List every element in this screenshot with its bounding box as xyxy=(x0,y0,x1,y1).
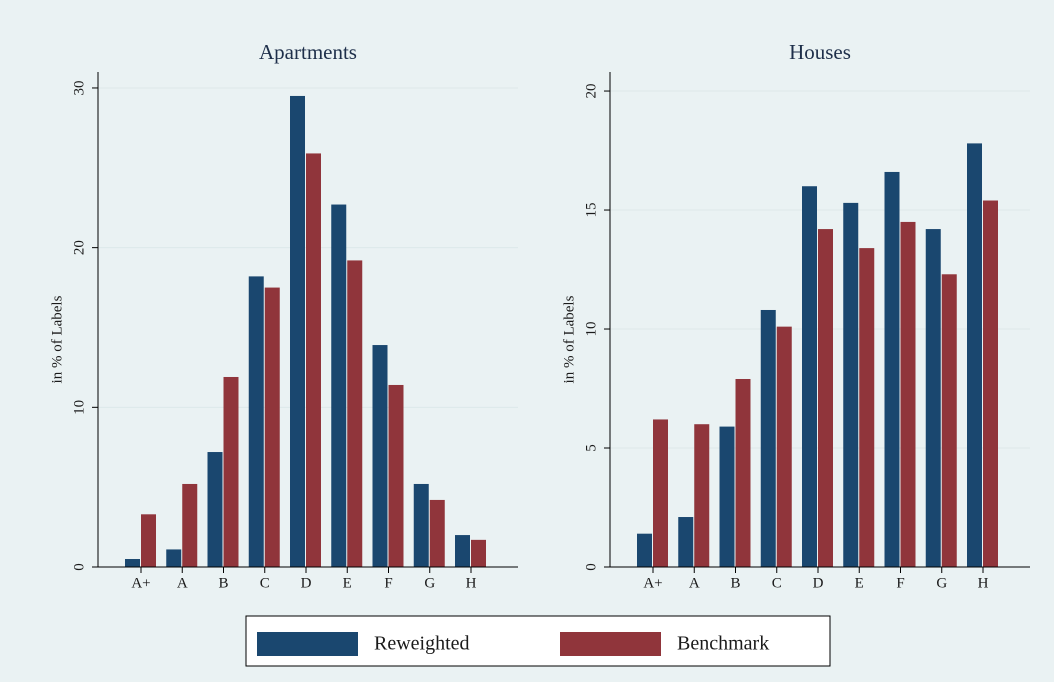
x-tick-label: A xyxy=(689,575,700,591)
x-tick-label: H xyxy=(466,575,477,591)
y-tick-label: 10 xyxy=(583,322,599,337)
x-tick-label: E xyxy=(855,575,864,591)
bar xyxy=(900,221,916,567)
bar xyxy=(967,143,982,567)
bar xyxy=(264,287,280,567)
y-tick-label: 20 xyxy=(583,84,599,99)
bar xyxy=(413,483,429,567)
bar xyxy=(884,171,900,568)
bar xyxy=(331,204,347,567)
bar xyxy=(125,559,140,567)
bar xyxy=(719,426,735,567)
x-tick-label: B xyxy=(218,575,228,591)
x-tick-label: E xyxy=(343,575,352,591)
y-tick-label: 15 xyxy=(583,203,599,218)
bar xyxy=(429,499,445,567)
bar xyxy=(694,424,710,567)
bar xyxy=(182,483,198,567)
bar xyxy=(372,345,388,567)
bar xyxy=(290,95,305,568)
bar xyxy=(248,276,264,567)
y-tick-label: 20 xyxy=(71,240,87,255)
x-tick-label: C xyxy=(260,575,270,591)
bar xyxy=(388,384,404,567)
y-tick-label: 0 xyxy=(71,563,87,571)
panel-title: Houses xyxy=(789,40,851,64)
bar xyxy=(859,248,875,567)
legend-label: Reweighted xyxy=(374,633,470,655)
x-tick-label: G xyxy=(936,575,947,591)
bar xyxy=(653,419,668,567)
x-tick-label: F xyxy=(384,575,392,591)
legend-key xyxy=(560,632,661,656)
bar xyxy=(983,200,998,567)
bar xyxy=(207,452,223,567)
bar xyxy=(455,535,470,567)
legend-label: Benchmark xyxy=(677,633,769,655)
x-tick-label: F xyxy=(896,575,904,591)
y-tick-label: 30 xyxy=(71,80,87,95)
x-tick-label: A+ xyxy=(131,575,150,591)
y-axis-label: in % of Labels xyxy=(561,295,577,383)
bar xyxy=(802,186,817,567)
x-tick-label: G xyxy=(424,575,435,591)
bar xyxy=(637,533,652,567)
x-tick-label: H xyxy=(978,575,989,591)
y-axis-label: in % of Labels xyxy=(49,295,65,383)
legend-key xyxy=(257,632,358,656)
panel-title: Apartments xyxy=(259,40,357,64)
bar xyxy=(306,153,321,567)
x-tick-label: C xyxy=(772,575,782,591)
bar xyxy=(166,549,182,567)
x-tick-label: A xyxy=(177,575,188,591)
x-tick-label: D xyxy=(813,575,824,591)
x-tick-label: D xyxy=(301,575,312,591)
bar xyxy=(223,376,239,567)
bar xyxy=(843,202,859,568)
bar xyxy=(776,326,792,567)
bar xyxy=(818,229,833,567)
bar xyxy=(735,378,751,567)
bar xyxy=(760,309,776,567)
bar xyxy=(941,274,957,567)
x-tick-label: B xyxy=(730,575,740,591)
bar xyxy=(347,260,363,567)
bar xyxy=(925,229,941,567)
bar xyxy=(678,517,694,567)
x-tick-label: A+ xyxy=(643,575,662,591)
y-tick-label: 10 xyxy=(71,400,87,415)
bar xyxy=(471,539,486,567)
y-tick-label: 0 xyxy=(583,563,599,571)
y-tick-label: 5 xyxy=(583,444,599,452)
bar xyxy=(141,514,156,567)
